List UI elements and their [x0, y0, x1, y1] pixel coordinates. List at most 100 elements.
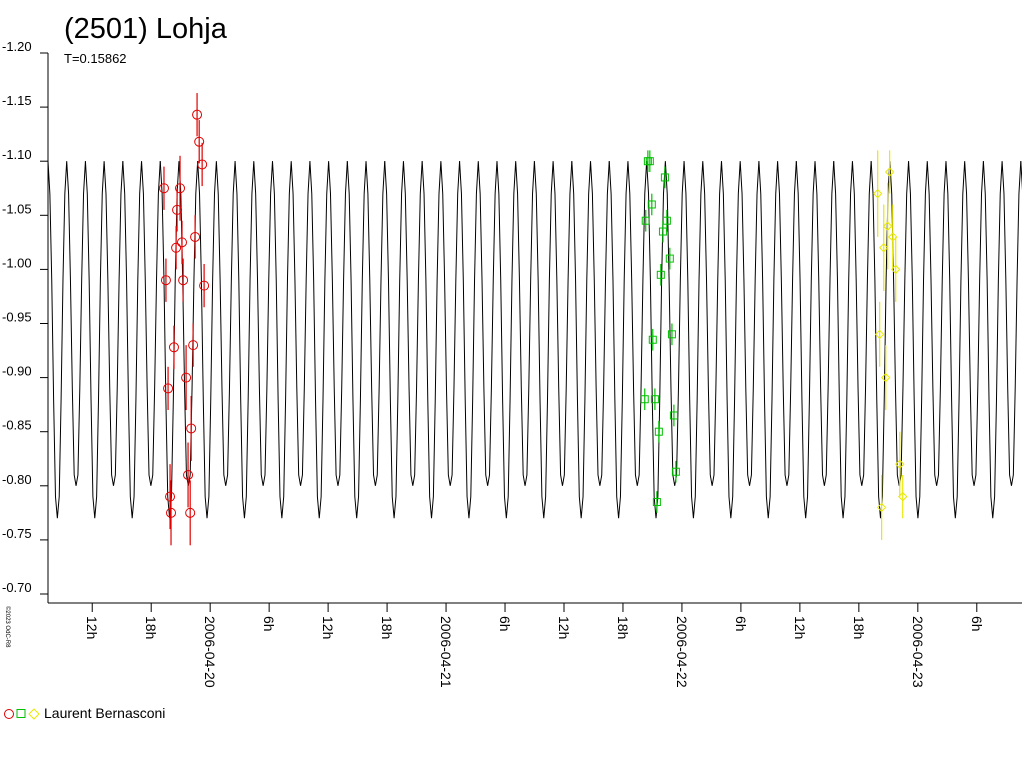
- model-curve: [533, 161, 573, 519]
- data-point: [874, 329, 885, 340]
- y-tick-label: -0.75: [2, 526, 32, 541]
- model-curve: [159, 161, 199, 519]
- x-tick-label: 12h: [556, 616, 572, 639]
- data-point: [660, 173, 669, 182]
- x-tick-label: 18h: [851, 616, 867, 639]
- data-point: [650, 395, 659, 404]
- y-tick-label: -0.70: [2, 580, 32, 595]
- y-tick-label: -1.15: [2, 93, 32, 108]
- data-point: [652, 498, 661, 507]
- x-tick-label: 12h: [320, 616, 336, 639]
- model-curve: [421, 161, 461, 519]
- y-tick-label: -1.05: [2, 201, 32, 216]
- legend-marker: [16, 709, 26, 718]
- data-point: [197, 159, 208, 170]
- x-tick-label: 18h: [143, 616, 159, 639]
- model-curve: [758, 161, 797, 519]
- data-point: [645, 157, 654, 166]
- data-point: [671, 467, 680, 476]
- data-point: [647, 200, 656, 209]
- x-tick-label: 18h: [379, 616, 395, 639]
- data-point: [665, 254, 674, 263]
- data-point: [185, 507, 196, 518]
- data-point: [183, 469, 194, 480]
- model-curve: [683, 161, 722, 519]
- data-point: [190, 231, 201, 242]
- x-tick-label: 2006-04-21: [438, 616, 454, 688]
- data-point: [669, 411, 678, 420]
- y-tick-label: -0.85: [2, 418, 32, 433]
- y-tick-label: -1.00: [2, 255, 32, 270]
- model-curve: [122, 161, 161, 519]
- data-point: [165, 491, 176, 502]
- data-point: [158, 183, 169, 194]
- data-point: [199, 280, 210, 291]
- data-point: [881, 372, 891, 383]
- credit: ©2023 OdC-R8: [4, 606, 11, 648]
- model-curve: [384, 161, 423, 519]
- data-point: [175, 183, 186, 194]
- x-tick-label: 2006-04-20: [202, 616, 218, 688]
- y-tick-label: -1.10: [2, 147, 32, 162]
- model-curve: [459, 161, 498, 519]
- data-point: [654, 427, 663, 436]
- data-point: [168, 342, 179, 353]
- data-point: [656, 270, 665, 279]
- data-point: [166, 507, 177, 518]
- x-tick-label: 6h: [969, 616, 985, 632]
- model-curve: [271, 161, 311, 519]
- y-tick-label: -0.80: [2, 472, 32, 487]
- data-point: [882, 221, 893, 231]
- legend-marker: [4, 709, 14, 719]
- model-curve: [795, 161, 835, 519]
- x-tick-label: 12h: [84, 616, 100, 639]
- data-point: [188, 340, 199, 351]
- data-point: [163, 383, 174, 394]
- chart-title: (2501) Lohja: [64, 13, 228, 45]
- x-tick-label: 6h: [261, 616, 277, 632]
- data-point: [879, 243, 889, 253]
- model-curve: [48, 161, 86, 519]
- x-tick-label: 6h: [733, 616, 749, 632]
- data-point: [172, 204, 183, 215]
- model-curve: [197, 161, 236, 519]
- data-point: [876, 502, 887, 513]
- x-tick-label: 6h: [497, 616, 513, 632]
- plot-area: [48, 93, 1022, 546]
- model-curve: [908, 161, 947, 519]
- data-point: [890, 264, 901, 275]
- data-point: [872, 188, 883, 199]
- y-tick-label: -0.90: [2, 364, 32, 379]
- data-point: [160, 275, 171, 286]
- x-tick-label: 12h: [792, 616, 808, 639]
- data-point: [895, 459, 905, 469]
- data-point: [171, 242, 182, 253]
- model-curve: [309, 161, 348, 519]
- data-point: [176, 237, 187, 248]
- legend-marker: [28, 708, 40, 720]
- y-tick-label: -0.95: [2, 310, 32, 325]
- legend-label: Laurent Bernasconi: [44, 705, 165, 721]
- model-curve: [346, 161, 386, 519]
- data-point: [186, 423, 197, 434]
- model-curve: [945, 161, 984, 519]
- model-curve: [571, 161, 610, 519]
- x-tick-label: 2006-04-23: [910, 616, 926, 688]
- x-tick-label: 2006-04-22: [674, 616, 690, 688]
- data-point: [662, 216, 671, 225]
- data-point: [640, 395, 649, 404]
- data-point: [888, 232, 898, 242]
- data-point: [192, 109, 203, 120]
- data-point: [641, 216, 650, 225]
- legend: Laurent Bernasconi: [4, 705, 165, 721]
- data-point: [898, 491, 908, 502]
- data-point: [884, 167, 895, 177]
- model-curve: [833, 161, 872, 519]
- data-point: [667, 330, 676, 339]
- y-tick-label: -1.20: [2, 39, 32, 54]
- data-point: [648, 335, 657, 344]
- model-curve: [608, 161, 648, 519]
- data-point: [178, 275, 189, 286]
- x-tick-label: 18h: [615, 616, 631, 639]
